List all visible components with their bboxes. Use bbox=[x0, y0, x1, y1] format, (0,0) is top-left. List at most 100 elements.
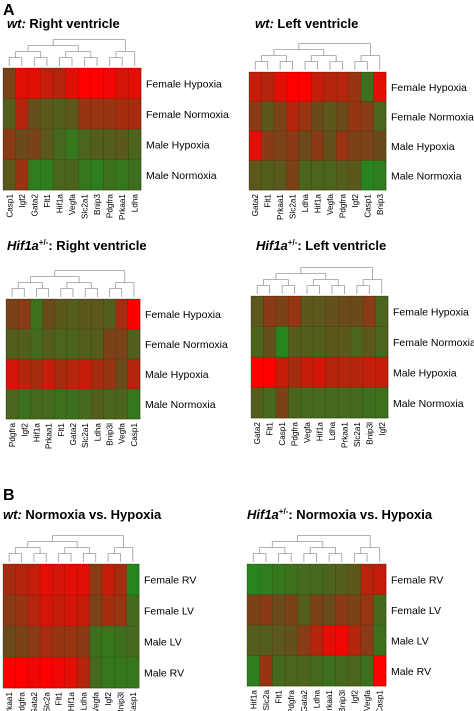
heatmap-cell bbox=[322, 564, 336, 595]
heatmap-cell bbox=[65, 159, 79, 191]
heatmap-cell bbox=[15, 159, 29, 191]
heatmap-cell bbox=[77, 657, 90, 689]
heatmap-cell bbox=[348, 131, 362, 161]
row-label: Female LV bbox=[144, 606, 194, 618]
heatmap-cell bbox=[338, 387, 351, 419]
heatmap-cell bbox=[103, 98, 117, 130]
heatmap-cell bbox=[375, 296, 389, 327]
heatmap-cell bbox=[284, 625, 298, 656]
heatmap-cell bbox=[360, 625, 374, 656]
dendrogram-link bbox=[306, 285, 320, 294]
heatmap-cell bbox=[15, 564, 29, 596]
heatmap-cell bbox=[263, 296, 277, 327]
dendrogram-link bbox=[15, 51, 42, 58]
heatmap-cell bbox=[251, 326, 264, 358]
heatmap-cell bbox=[103, 389, 116, 420]
column-label: Slc2a1 bbox=[81, 423, 90, 448]
heatmap-cell bbox=[28, 129, 41, 160]
column-dendrogram bbox=[256, 267, 383, 294]
title-suffix: : Right ventricle bbox=[48, 238, 146, 253]
heatmap-cell bbox=[363, 357, 376, 388]
row-label: Female Normoxia bbox=[145, 339, 228, 351]
heatmap-cell bbox=[361, 160, 374, 191]
column-label: Casp1 bbox=[129, 692, 138, 711]
column-label: Slc2a1 bbox=[353, 422, 362, 447]
heatmap-cell bbox=[298, 101, 312, 132]
heatmap-cell bbox=[18, 389, 31, 420]
heatmap-cell bbox=[263, 357, 277, 388]
heatmap-cell bbox=[54, 389, 68, 420]
dendrogram-link bbox=[261, 55, 287, 62]
heatmap-cell bbox=[259, 655, 273, 687]
heatmap-cell bbox=[65, 68, 79, 99]
heatmap-cell bbox=[54, 299, 68, 330]
column-label: Casp1 bbox=[376, 690, 385, 711]
heatmap-cell bbox=[300, 296, 314, 327]
column-label: Pdgfra bbox=[106, 194, 115, 219]
heatmap-cell bbox=[40, 159, 54, 191]
column-label: Ldha bbox=[313, 690, 322, 709]
column-label: Flt1 bbox=[275, 690, 284, 704]
heatmap-cell bbox=[77, 564, 90, 596]
heatmap-cell bbox=[127, 299, 141, 330]
dendrogram-link bbox=[54, 270, 126, 283]
heatmap-cell bbox=[249, 72, 262, 102]
heatmap-cell bbox=[300, 326, 314, 358]
heatmap-cell bbox=[103, 68, 117, 99]
heatmap-cell bbox=[89, 564, 103, 596]
dendrogram-link bbox=[27, 541, 78, 548]
row-label: Male LV bbox=[391, 635, 429, 647]
heatmap-cell bbox=[90, 98, 104, 130]
heatmap-cell bbox=[261, 101, 275, 132]
dendrogram-link bbox=[298, 43, 371, 56]
row-label: Male RV bbox=[391, 666, 431, 678]
heatmap-cell bbox=[247, 594, 260, 626]
heatmap-cell bbox=[3, 626, 16, 658]
column-label: Igf2 bbox=[351, 194, 360, 208]
heatmap-cell bbox=[6, 359, 19, 390]
dendrogram-link bbox=[52, 39, 126, 52]
column-label: Ldha bbox=[79, 692, 88, 711]
heatmap-cell bbox=[247, 564, 260, 595]
heatmap-cell bbox=[40, 626, 53, 658]
column-label: Prkaa1 bbox=[325, 690, 334, 711]
heatmap-cell bbox=[247, 625, 260, 656]
heatmap-cell bbox=[272, 625, 286, 656]
heatmap-cell bbox=[286, 101, 300, 132]
heatmap-cell bbox=[40, 564, 53, 596]
title-prefix: wt: bbox=[7, 16, 26, 31]
heatmap-cell bbox=[313, 387, 327, 419]
column-label: Vegfa bbox=[303, 422, 312, 443]
column-label: Bnip3 bbox=[93, 194, 102, 215]
heatmap-cell bbox=[15, 626, 29, 658]
heatmap-cell bbox=[78, 159, 92, 191]
heatmap-cell bbox=[335, 655, 349, 687]
row-label: Female Normoxia bbox=[393, 337, 474, 349]
column-label: Vegfa bbox=[118, 423, 127, 444]
heatmap-cell bbox=[27, 564, 41, 596]
column-label: Vegfa bbox=[68, 194, 77, 215]
title-prefix: wt: bbox=[255, 16, 274, 31]
heatmap-cell bbox=[15, 68, 29, 99]
heatmap-cell bbox=[114, 595, 127, 627]
dendrogram-link bbox=[11, 288, 25, 297]
heatmap-cell bbox=[126, 657, 140, 689]
heatmap-cell bbox=[273, 131, 287, 161]
column-label: Igf2 bbox=[350, 690, 359, 704]
dendrogram-link bbox=[109, 288, 123, 297]
heatmap-cell bbox=[272, 564, 286, 595]
heatmap-cell bbox=[66, 389, 80, 420]
dendrogram-link bbox=[33, 57, 48, 66]
heatmap-cell bbox=[101, 595, 115, 627]
heatmap-cell bbox=[310, 594, 324, 626]
column-label: Bnip3 bbox=[376, 194, 385, 215]
column-label: Casp1 bbox=[5, 194, 14, 218]
column-label: Casp1 bbox=[363, 194, 372, 218]
heatmap-cell bbox=[297, 594, 311, 626]
heatmap-cell bbox=[247, 655, 260, 687]
heatmap-cell bbox=[286, 160, 300, 191]
column-label: Ldha bbox=[93, 423, 102, 442]
heatmap-cell bbox=[249, 131, 262, 161]
row-label: Female Normoxia bbox=[146, 109, 229, 121]
